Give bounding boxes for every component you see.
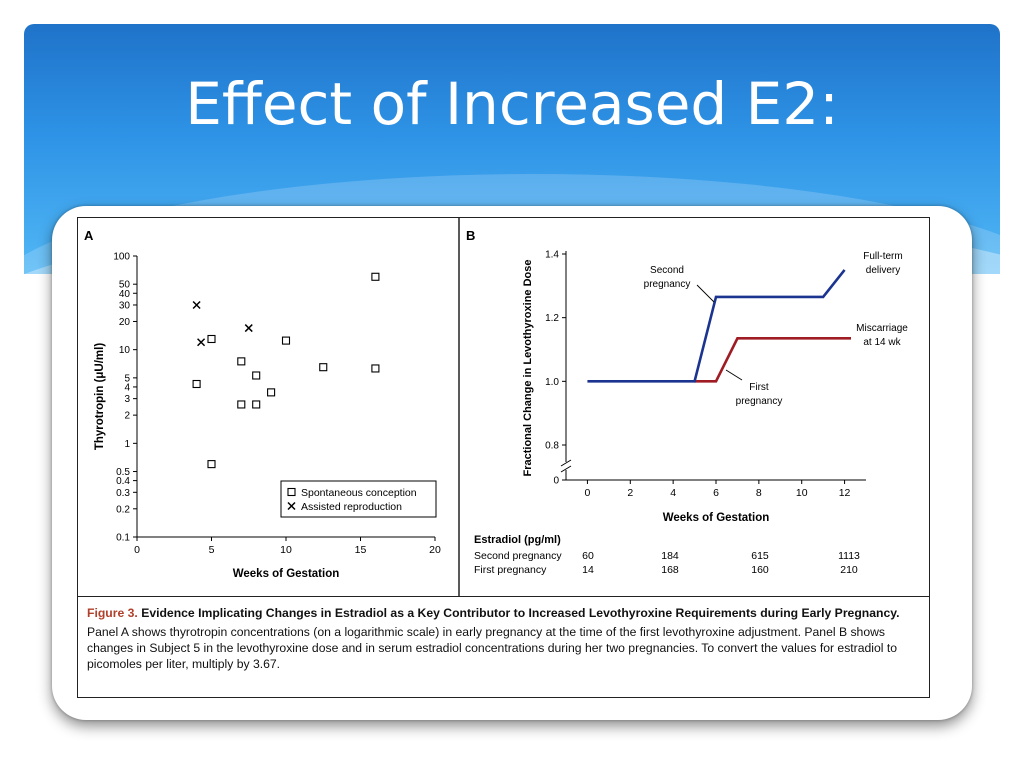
- y-tick-label: 5: [124, 373, 130, 384]
- scatter-point-square: [237, 357, 246, 366]
- y-tick-label: 20: [119, 317, 131, 328]
- second-pregnancy-line: [587, 269, 846, 383]
- scatter-point-square: [192, 379, 201, 389]
- y-tick-label: 2: [124, 411, 130, 422]
- y-tick-label: 0.5: [116, 467, 130, 478]
- estradiol-value: 184: [661, 550, 679, 562]
- first-pregnancy-line: [694, 337, 851, 383]
- x-tick-label: 0: [585, 487, 591, 499]
- y-tick-label: 30: [119, 300, 131, 311]
- scatter-point-square: [207, 334, 216, 344]
- y-tick-label: 0.3: [116, 488, 130, 499]
- estradiol-value: 1113: [838, 550, 860, 562]
- scatter-point-square: [267, 388, 276, 397]
- estradiol-header: Estradiol (pg/ml): [474, 534, 561, 546]
- estradiol-value: 160: [751, 564, 769, 576]
- y-tick-label: 100: [113, 252, 130, 263]
- y-tick-label: 1: [124, 439, 130, 450]
- estradiol-row-label: Second pregnancy: [474, 550, 562, 562]
- estradiol-value: 14: [582, 564, 594, 576]
- x-tick-label: 10: [796, 487, 808, 499]
- y-tick-label: 40: [119, 289, 131, 300]
- estradiol-value: 615: [751, 550, 769, 562]
- estradiol-table: Estradiol (pg/ml) Second pregnancy 60 184 61…: [474, 534, 860, 576]
- scatter-point-square: [252, 371, 261, 380]
- x-tick-label: 0: [134, 544, 140, 556]
- legend-marker-x: [287, 501, 296, 511]
- scatter-point-square: [371, 364, 380, 373]
- caption-label: Figure 3.: [87, 606, 138, 620]
- y-tick-label: 0.4: [116, 476, 130, 487]
- scatter-point-square: [207, 460, 216, 469]
- caption-body: Panel A shows thyrotropin concentrations…: [87, 625, 898, 671]
- annotation-miscarriage-l1: Miscarriage: [856, 323, 908, 334]
- scatter-point-square: [237, 400, 246, 409]
- x-tick-label: 5: [209, 544, 215, 556]
- y-tick-label: 50: [119, 280, 131, 291]
- scatter-point-square: [371, 272, 380, 281]
- panel-b-label: B: [466, 228, 475, 243]
- scatter-point-x: [197, 338, 206, 347]
- estradiol-value: 60: [582, 550, 594, 562]
- x-tick-label: 10: [280, 544, 292, 556]
- slide-title: Effect of Increased E2:: [185, 70, 839, 138]
- estradiol-value: 210: [840, 564, 858, 576]
- y-tick-label: 0: [553, 476, 559, 487]
- annotation-fullterm-l2: delivery: [866, 265, 900, 276]
- annotation-first-l2: pregnancy: [736, 396, 783, 407]
- x-tick-label: 8: [756, 487, 762, 499]
- x-tick-label: 20: [429, 544, 441, 556]
- y-tick-label: 1.4: [545, 250, 559, 261]
- legend-label: Spontaneous conception: [301, 487, 417, 499]
- scatter-point-x: [244, 324, 253, 333]
- legend-box: [280, 480, 437, 518]
- estradiol-value: 168: [661, 564, 679, 576]
- scatter-point-x: [192, 300, 201, 310]
- legend-marker-square: [287, 487, 296, 497]
- annotation-second-l1: Second: [650, 265, 684, 276]
- annotation-second-l2: pregnancy: [644, 279, 691, 290]
- caption-title: Evidence Implicating Changes in Estradio…: [141, 606, 900, 620]
- scatter-point-square: [252, 400, 261, 409]
- x-tick-label: 4: [670, 487, 676, 499]
- x-axis-title: Weeks of Gestation: [663, 512, 770, 524]
- y-tick-label: 4: [124, 382, 130, 393]
- annotation-first-l1: First: [749, 382, 769, 393]
- panel-b: B 1.4 1.2 1.0 0.8 0 0 2 4 6 8 10 12 Weeks of Gestati…: [466, 228, 908, 524]
- x-tick-label: 6: [713, 487, 719, 499]
- estradiol-row-label: First pregnancy: [474, 564, 547, 576]
- panel-a-label: A: [84, 228, 94, 243]
- y-tick-label: 0.1: [116, 533, 130, 544]
- y-axis-title: Thyrotropin (μU/ml): [94, 343, 106, 451]
- scatter-point-square: [319, 363, 328, 372]
- x-axis-title: Weeks of Gestation: [233, 568, 340, 580]
- annotation-second-pointer: [696, 284, 715, 303]
- y-tick-label: 1.2: [545, 313, 559, 324]
- annotation-miscarriage-l2: at 14 wk: [863, 337, 901, 348]
- caption-title-line: Figure 3. Evidence Implicating Changes i…: [87, 605, 920, 621]
- y-tick-label: 10: [119, 345, 131, 356]
- legend-label: Assisted reproduction: [301, 501, 402, 513]
- x-tick-label: 15: [355, 544, 367, 556]
- figure-caption: Figure 3. Evidence Implicating Changes i…: [77, 596, 930, 698]
- y-axis-title: Fractional Change in Levothyroxine Dose: [522, 260, 534, 477]
- annotation-first-pointer: [725, 369, 743, 381]
- y-tick-label: 1.0: [545, 377, 559, 388]
- x-tick-label: 12: [839, 487, 851, 499]
- x-tick-label: 2: [627, 487, 633, 499]
- axis-break-mark: [560, 459, 572, 473]
- annotation-fullterm-l1: Full-term: [863, 251, 902, 262]
- scatter-point-square: [281, 336, 291, 345]
- y-tick-label: 3: [124, 394, 130, 405]
- y-tick-label: 0.2: [116, 504, 130, 515]
- y-tick-label: 0.8: [545, 441, 559, 452]
